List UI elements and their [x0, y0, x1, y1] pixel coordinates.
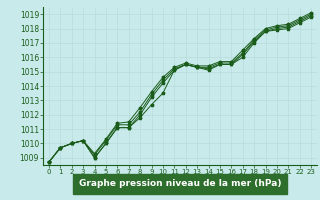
X-axis label: Graphe pression niveau de la mer (hPa): Graphe pression niveau de la mer (hPa)	[79, 179, 281, 188]
